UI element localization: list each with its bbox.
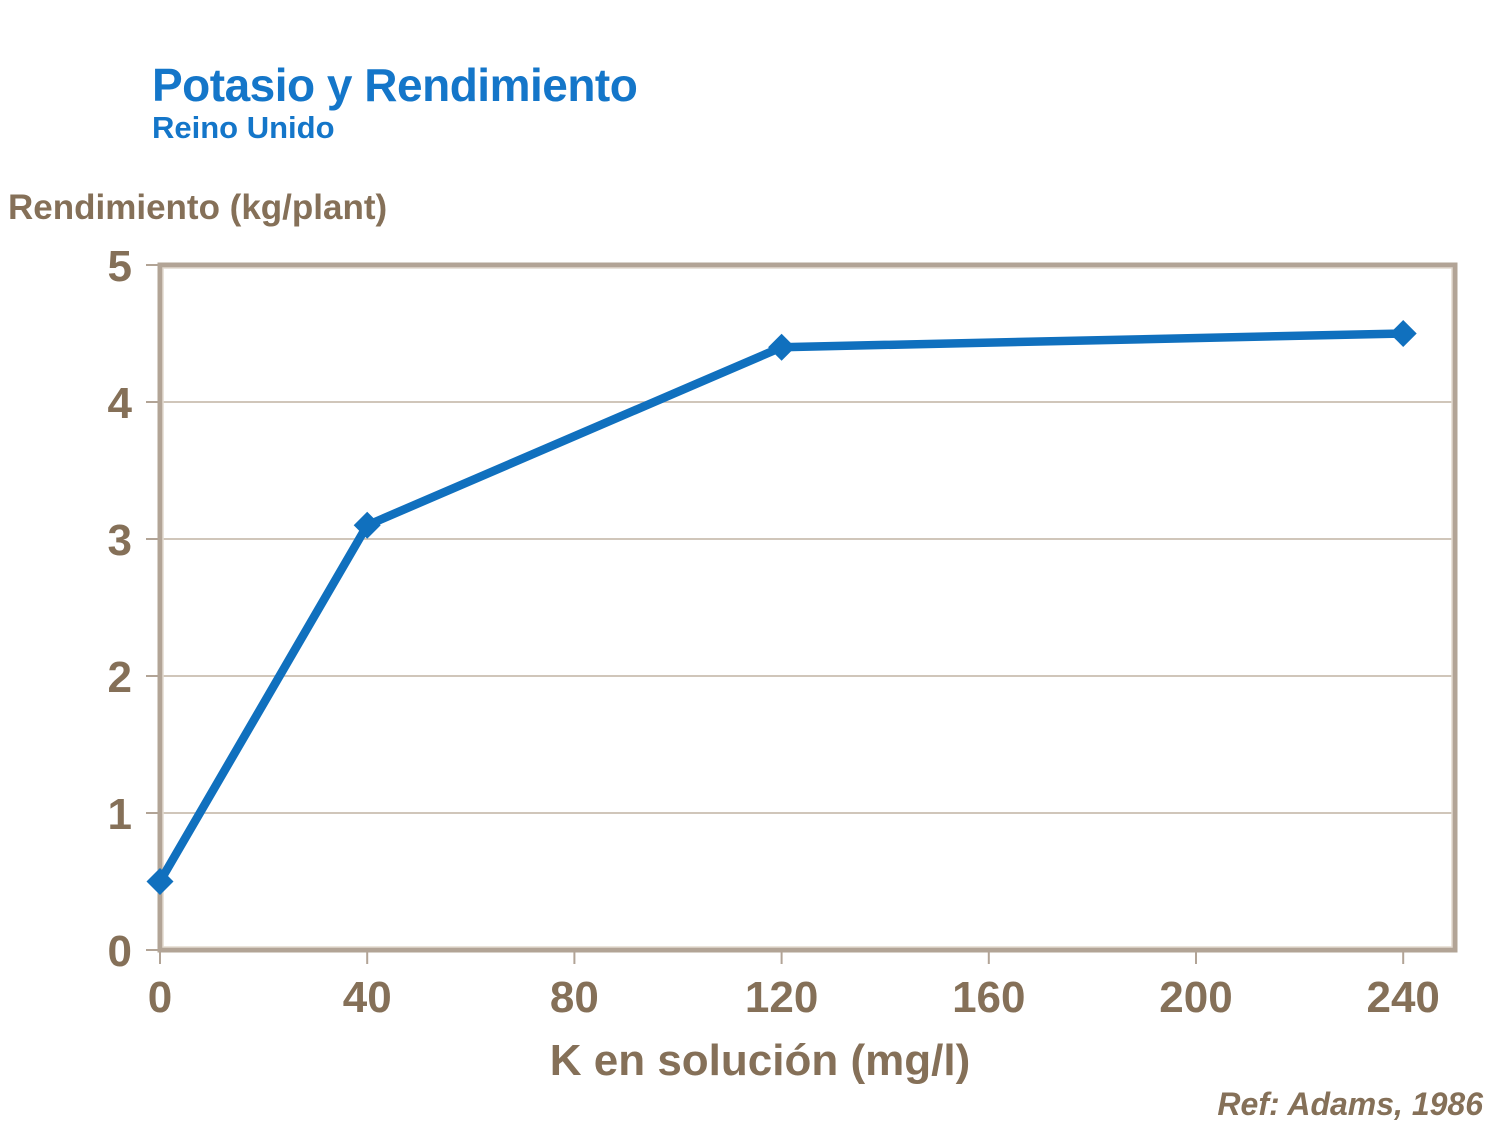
x-tick-label-0: 0: [148, 973, 172, 1022]
x-tick-label-240: 240: [1366, 973, 1439, 1022]
chart-title: Potasio y Rendimiento: [152, 59, 638, 111]
data-point-marker-x40: [353, 511, 381, 539]
chart-subtitle: Reino Unido: [152, 110, 335, 145]
series-line: [156, 329, 1404, 884]
data-point-marker-x240: [1389, 320, 1417, 347]
data-point-marker-x0: [146, 868, 174, 895]
x-tick-label-120: 120: [745, 973, 818, 1022]
x-tick-label-80: 80: [550, 973, 599, 1022]
y-tick-label-1: 1: [108, 790, 132, 839]
reference-text: Ref: Adams, 1986: [1217, 1086, 1483, 1122]
y-tick-label-0: 0: [108, 927, 132, 976]
y-tick-label-3: 3: [108, 516, 132, 565]
x-tick-label-160: 160: [952, 973, 1025, 1022]
plot-frame-highlight: [162, 267, 1453, 948]
x-tick-label-40: 40: [343, 973, 392, 1022]
y-tick-label-4: 4: [108, 379, 133, 428]
data-point-marker-x120: [768, 333, 796, 361]
x-axis-title: K en solución (mg/l): [549, 1036, 971, 1085]
plot-frame: [157, 262, 1458, 953]
y-axis-title: Rendimiento (kg/plant): [8, 188, 388, 227]
x-tick-label-200: 200: [1159, 973, 1232, 1022]
y-tick-label-2: 2: [108, 653, 132, 702]
y-tick-label-5: 5: [108, 242, 132, 291]
